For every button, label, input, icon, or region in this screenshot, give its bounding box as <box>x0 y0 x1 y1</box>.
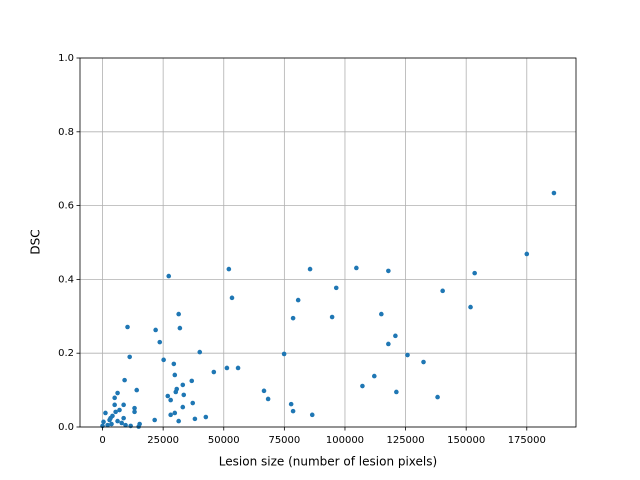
point <box>113 409 118 415</box>
point <box>440 288 445 294</box>
point <box>189 378 195 384</box>
point <box>132 405 137 411</box>
point <box>105 422 110 428</box>
point <box>386 341 391 347</box>
point <box>168 397 173 403</box>
point <box>121 415 126 421</box>
point <box>372 373 377 379</box>
point <box>122 377 127 383</box>
point <box>121 402 126 408</box>
point <box>281 351 287 357</box>
point <box>468 304 473 310</box>
point <box>109 421 114 427</box>
point <box>127 354 132 360</box>
point <box>168 412 173 418</box>
point <box>224 365 230 371</box>
x-tick-label: 175000 <box>508 435 546 446</box>
point <box>112 402 117 408</box>
x-tick-label: 100000 <box>326 435 364 446</box>
point <box>165 393 171 399</box>
grid-layer <box>80 57 576 428</box>
point <box>176 311 181 317</box>
point <box>472 270 477 276</box>
point <box>229 295 235 301</box>
point <box>203 414 209 420</box>
point <box>360 383 365 389</box>
point <box>551 190 557 196</box>
point <box>153 327 158 333</box>
point <box>101 419 106 425</box>
point <box>172 410 178 416</box>
point <box>115 390 120 396</box>
point <box>235 365 241 371</box>
y-axis-label: DSC <box>29 229 43 254</box>
point <box>421 359 426 365</box>
point <box>290 408 296 414</box>
x-tick-label: 0 <box>99 435 105 446</box>
y-tick-label: 0.2 <box>58 348 74 359</box>
point <box>226 266 232 272</box>
point <box>265 396 271 402</box>
point <box>405 352 410 358</box>
x-axis-label: Lesion size (number of lesion pixels) <box>219 455 437 469</box>
point <box>393 333 398 339</box>
point <box>379 311 384 317</box>
point <box>329 314 335 320</box>
point <box>524 251 530 257</box>
y-tick-label: 0.4 <box>58 274 74 285</box>
point <box>119 420 124 426</box>
y-tick-label: 1.0 <box>58 53 74 64</box>
point <box>309 412 315 418</box>
point <box>171 361 177 367</box>
point <box>181 392 187 398</box>
point <box>161 357 166 363</box>
point <box>103 410 108 416</box>
points-layer <box>100 190 557 429</box>
point <box>112 395 117 401</box>
y-tick-label: 0.0 <box>58 422 74 433</box>
point <box>290 315 296 321</box>
point <box>354 265 359 271</box>
x-tick-label: 25000 <box>147 435 179 446</box>
point <box>190 400 196 406</box>
point <box>288 401 294 407</box>
point <box>134 387 140 393</box>
y-tick-label: 0.6 <box>58 201 74 212</box>
point <box>115 418 120 424</box>
point <box>180 404 186 410</box>
point <box>123 422 128 428</box>
x-tick-label: 150000 <box>447 435 485 446</box>
x-tick-label: 50000 <box>208 435 240 446</box>
point <box>211 369 217 375</box>
point <box>108 415 113 421</box>
point <box>174 386 180 392</box>
plot-frame <box>79 57 577 428</box>
point <box>295 297 301 303</box>
point <box>166 273 172 279</box>
point <box>192 416 198 422</box>
x-tick-label: 125000 <box>386 435 424 446</box>
point <box>176 418 181 424</box>
point <box>177 325 183 331</box>
point <box>132 409 137 415</box>
point <box>307 266 313 272</box>
point <box>180 382 186 388</box>
point <box>172 372 178 378</box>
point <box>333 285 339 291</box>
x-tick-label: 75000 <box>268 435 300 446</box>
point <box>125 324 130 330</box>
labels-layer: 0 25000 50000 75000 100000 125000 150000 175000… <box>58 53 546 446</box>
point <box>435 394 440 400</box>
point <box>157 339 163 345</box>
point <box>197 349 203 355</box>
point <box>128 423 133 429</box>
point <box>394 389 399 395</box>
point <box>386 268 391 274</box>
point <box>152 417 157 423</box>
y-tick-label: 0.8 <box>58 127 74 138</box>
point <box>261 388 267 394</box>
point <box>117 407 122 413</box>
